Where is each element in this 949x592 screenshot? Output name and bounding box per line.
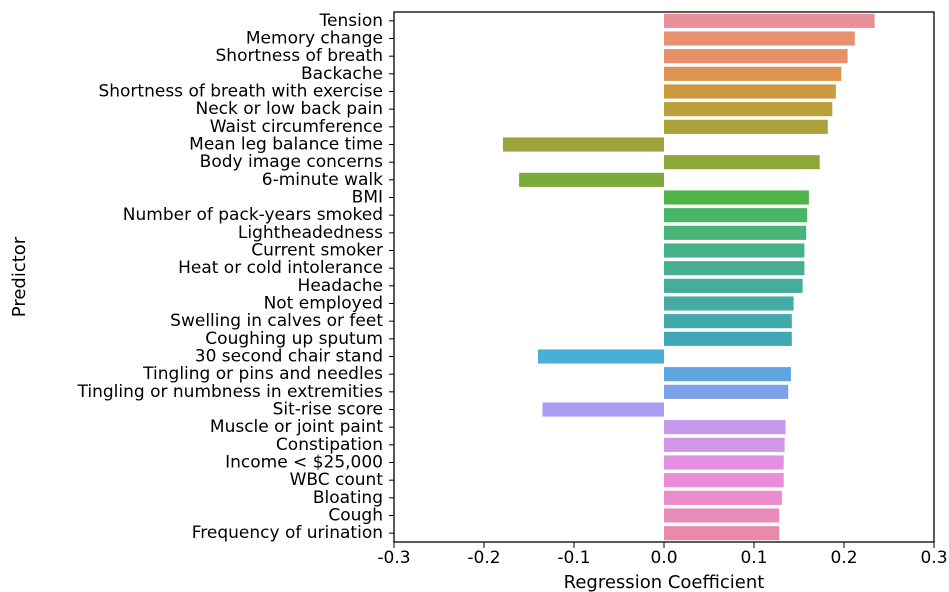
category-label: Memory change [246,29,383,49]
bar-24 [664,420,786,435]
bar-18 [664,314,792,329]
bar-17 [664,296,794,311]
bar-27 [664,473,784,488]
bars-layer [502,13,875,541]
category-label: Tension [319,11,383,31]
bar-29 [664,508,780,523]
bar-19 [664,331,792,346]
category-label: Not employed [264,294,383,314]
category-label: Shortness of breath with exercise [98,82,383,102]
category-label: Muscle or joint paint [210,417,383,437]
bar-8 [502,137,664,152]
category-label: Headache [298,276,383,296]
category-label: Cough [328,506,383,526]
bar-15 [664,261,805,276]
bar-3 [664,49,848,64]
bar-12 [664,208,808,223]
x-tick-label: -0.3 [377,548,410,568]
x-tick-label: 0.2 [830,548,857,568]
bar-23 [542,402,664,417]
bar-5 [664,84,836,99]
bar-30 [664,526,780,541]
bar-10 [519,172,664,187]
x-tick-label: -0.1 [557,548,590,568]
category-label: Neck or low back pain [195,99,383,119]
x-tick-label: 0.0 [650,548,677,568]
x-axis-title: Regression Coefficient [564,572,765,592]
bar-28 [664,490,782,505]
category-label: Heat or cold intolerance [178,258,383,278]
bar-9 [664,155,820,170]
category-label: Tingling or numbness in extremities [77,382,384,402]
bar-25 [664,437,785,452]
category-label: Mean leg balance time [189,135,383,155]
category-label: Frequency of urination [192,523,383,543]
category-label: Current smoker [251,241,383,261]
category-label: Shortness of breath [216,46,384,66]
bar-6 [664,102,833,117]
bar-1 [664,13,875,28]
category-label: Bloating [313,488,383,508]
bar-2 [664,31,855,46]
x-tick-label: 0.3 [920,548,947,568]
bar-21 [664,367,791,382]
bar-22 [664,384,789,399]
bar-14 [664,243,805,258]
category-label: Backache [301,64,383,84]
category-label: Swelling in calves or feet [170,311,383,331]
bar-20 [538,349,664,364]
category-label: Waist circumference [210,117,383,137]
category-label: Tingling or pins and needles [142,364,383,384]
category-label: 30 second chair stand [195,347,383,367]
category-label: Body image concerns [200,152,383,172]
bar-26 [664,455,784,470]
category-label: 6-minute walk [262,170,383,190]
category-label: Coughing up sputum [205,329,383,349]
y-axis-title: Predictor [9,236,30,317]
x-tick-label: 0.1 [740,548,767,568]
bar-4 [664,66,842,81]
category-label: BMI [352,188,383,208]
category-label: Income < $25,000 [225,453,383,473]
category-label: Constipation [276,435,383,455]
x-axis-ticks: -0.3 -0.2 -0.1 0.0 0.1 0.2 0.3 [377,542,948,568]
x-tick-label: -0.2 [467,548,500,568]
bar-7 [664,119,828,134]
bar-13 [664,225,807,240]
bar-16 [664,278,803,293]
category-label: Lightheadedness [238,223,383,243]
category-label: Number of pack-years smoked [123,205,383,225]
bar-11 [664,190,809,205]
category-label: Sit-rise score [273,400,383,420]
category-label: WBC count [290,470,384,490]
